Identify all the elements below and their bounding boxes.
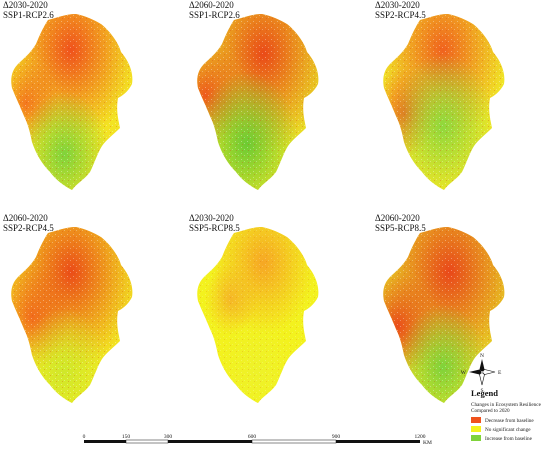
panel-title-line1: Δ2060-2020 <box>375 213 420 223</box>
compass-w: W <box>461 370 467 376</box>
map-panel-2030-ssp5: Δ2030-2020 SSP5-RCP8.5 <box>189 213 319 403</box>
legend-item: Increase from baseline <box>471 435 533 442</box>
map-panel-2030-ssp2: Δ2030-2020 SSP2-RCP4.5 <box>375 0 505 190</box>
panel-title-line2: SSP1-RCP2.6 <box>3 10 54 20</box>
scale-unit: KM <box>423 440 432 446</box>
panel-title-line2: SSP1-RCP2.6 <box>189 10 240 20</box>
legend-item: Decrease from baseline <box>471 417 534 424</box>
legend-label: Decrease from baseline <box>485 417 534 424</box>
region-map <box>383 14 505 190</box>
scale-tick: 1200 <box>415 434 426 440</box>
panel-title-line2: SSP2-RCP4.5 <box>3 223 54 233</box>
compass-n: N <box>480 353 484 359</box>
compass-icon: N S E W <box>461 353 502 394</box>
compass-e: E <box>498 370 502 376</box>
panel-title-line2: SSP2-RCP4.5 <box>375 10 426 20</box>
region-map <box>11 14 133 190</box>
region-map <box>383 227 505 403</box>
region-map <box>11 227 133 403</box>
compass-s: S <box>480 388 483 394</box>
scale-tick: 900 <box>332 434 341 440</box>
region-map <box>197 227 319 403</box>
legend-swatch-no-change <box>471 426 481 432</box>
legend-subtitle-1: Changes in Ecosystem Resilience <box>471 402 542 408</box>
scale-tick: 600 <box>248 434 257 440</box>
map-panel-2030-ssp1: Δ2030-2020 SSP1-RCP2.6 <box>3 0 133 190</box>
legend-swatch-decrease <box>471 417 481 423</box>
legend: Legend Changes in Ecosystem Resilience C… <box>471 388 542 442</box>
scale-tick: 0 <box>83 434 86 440</box>
map-panel-2060-ssp1: Δ2060-2020 SSP1-RCP2.6 <box>189 0 319 190</box>
legend-title: Legend <box>471 388 498 398</box>
legend-subtitle-2: Compared to 2020 <box>471 408 510 414</box>
legend-swatch-increase <box>471 435 481 441</box>
legend-label: Increase from baseline <box>485 435 533 442</box>
panel-title-line1: Δ2030-2020 <box>189 213 234 223</box>
region-map <box>197 14 319 190</box>
panel-title-line1: Δ2030-2020 <box>3 0 48 10</box>
panel-title-line1: Δ2030-2020 <box>375 0 420 10</box>
legend-label: No significant change <box>485 426 531 433</box>
scale-bar: 0 150 300 600 900 1200 KM <box>83 434 432 446</box>
map-panel-2060-ssp5: Δ2060-2020 SSP5-RCP8.5 <box>375 213 505 403</box>
legend-item: No significant change <box>471 426 531 433</box>
panel-title-line2: SSP5-RCP8.5 <box>375 223 426 233</box>
map-panel-2060-ssp2: Δ2060-2020 SSP2-RCP4.5 <box>3 213 133 403</box>
panel-title-line1: Δ2060-2020 <box>189 0 234 10</box>
scale-tick: 150 <box>122 434 131 440</box>
scale-tick: 300 <box>164 434 173 440</box>
panel-title-line2: SSP5-RCP8.5 <box>189 223 240 233</box>
panel-title-line1: Δ2060-2020 <box>3 213 48 223</box>
